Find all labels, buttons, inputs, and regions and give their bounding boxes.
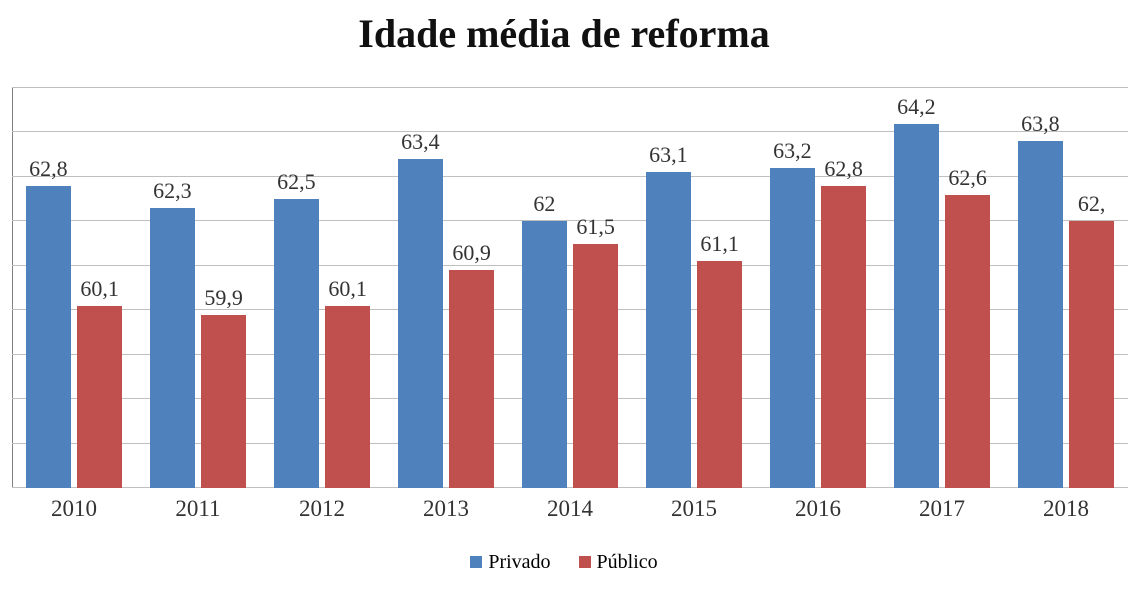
chart-title: Idade média de reforma [0, 10, 1128, 57]
data-label: 62,5 [266, 169, 326, 195]
bar-privado [770, 168, 815, 488]
data-label: 62,6 [938, 165, 998, 191]
bar-publico [573, 244, 618, 488]
data-label: 62,3 [142, 178, 202, 204]
bar-group: 62,560,12012 [274, 88, 371, 488]
legend-item: Privado [470, 550, 550, 574]
bar-group: 6261,52014 [522, 88, 619, 488]
bar-publico [697, 261, 742, 488]
data-label: 61,5 [566, 214, 626, 240]
legend-item: Público [579, 550, 658, 574]
bar-publico [201, 315, 246, 488]
legend-label: Público [597, 551, 658, 573]
x-axis-label: 2018 [1018, 496, 1115, 522]
data-label: 63,1 [638, 142, 698, 168]
bar-privado [398, 159, 443, 488]
x-axis-label: 2016 [770, 496, 867, 522]
bar-privado [26, 186, 71, 488]
bar-privado [150, 208, 195, 488]
x-axis-label: 2013 [398, 496, 495, 522]
bar-publico [821, 186, 866, 488]
data-label: 60,1 [318, 276, 378, 302]
x-axis-label: 2017 [894, 496, 991, 522]
bar-privado [274, 199, 319, 488]
bar-group: 62,359,92011 [150, 88, 247, 488]
x-axis-label: 2011 [150, 496, 247, 522]
bar-group: 63,262,82016 [770, 88, 867, 488]
x-axis-label: 2015 [646, 496, 743, 522]
data-label: 64,2 [886, 94, 946, 120]
legend-swatch [470, 556, 482, 568]
bar-privado [646, 172, 691, 488]
bar-publico [1069, 221, 1114, 488]
bar-group: 63,460,92013 [398, 88, 495, 488]
y-axis-line [12, 88, 13, 488]
bar-publico [945, 195, 990, 488]
data-label: 59,9 [194, 285, 254, 311]
bar-publico [77, 306, 122, 488]
bar-publico [325, 306, 370, 488]
x-axis-label: 2010 [26, 496, 123, 522]
data-label: 62,8 [18, 156, 78, 182]
x-axis-label: 2014 [522, 496, 619, 522]
legend-swatch [579, 556, 591, 568]
legend: Privado Público [0, 550, 1128, 574]
data-label: 63,8 [1010, 111, 1070, 137]
data-label: 60,9 [442, 240, 502, 266]
data-label: 60,1 [70, 276, 130, 302]
bar-group: 62,860,12010 [26, 88, 123, 488]
bar-publico [449, 270, 494, 488]
bar-privado [522, 221, 567, 488]
chart-stage: Idade média de reforma 62,860,1201062,35… [0, 0, 1128, 591]
bar-group: 64,262,62017 [894, 88, 991, 488]
bar-group: 63,862,2018 [1018, 88, 1115, 488]
data-label: 62,8 [814, 156, 874, 182]
legend-label: Privado [488, 551, 550, 573]
data-label: 62, [1062, 191, 1122, 217]
x-axis-label: 2012 [274, 496, 371, 522]
bar-group: 63,161,12015 [646, 88, 743, 488]
bar-privado [1018, 141, 1063, 488]
data-label: 61,1 [690, 231, 750, 257]
plot-area: 62,860,12010 62,359,92011 62,560,12012 63,4… [12, 88, 1128, 488]
data-label: 63,4 [390, 129, 450, 155]
bar-privado [894, 124, 939, 488]
